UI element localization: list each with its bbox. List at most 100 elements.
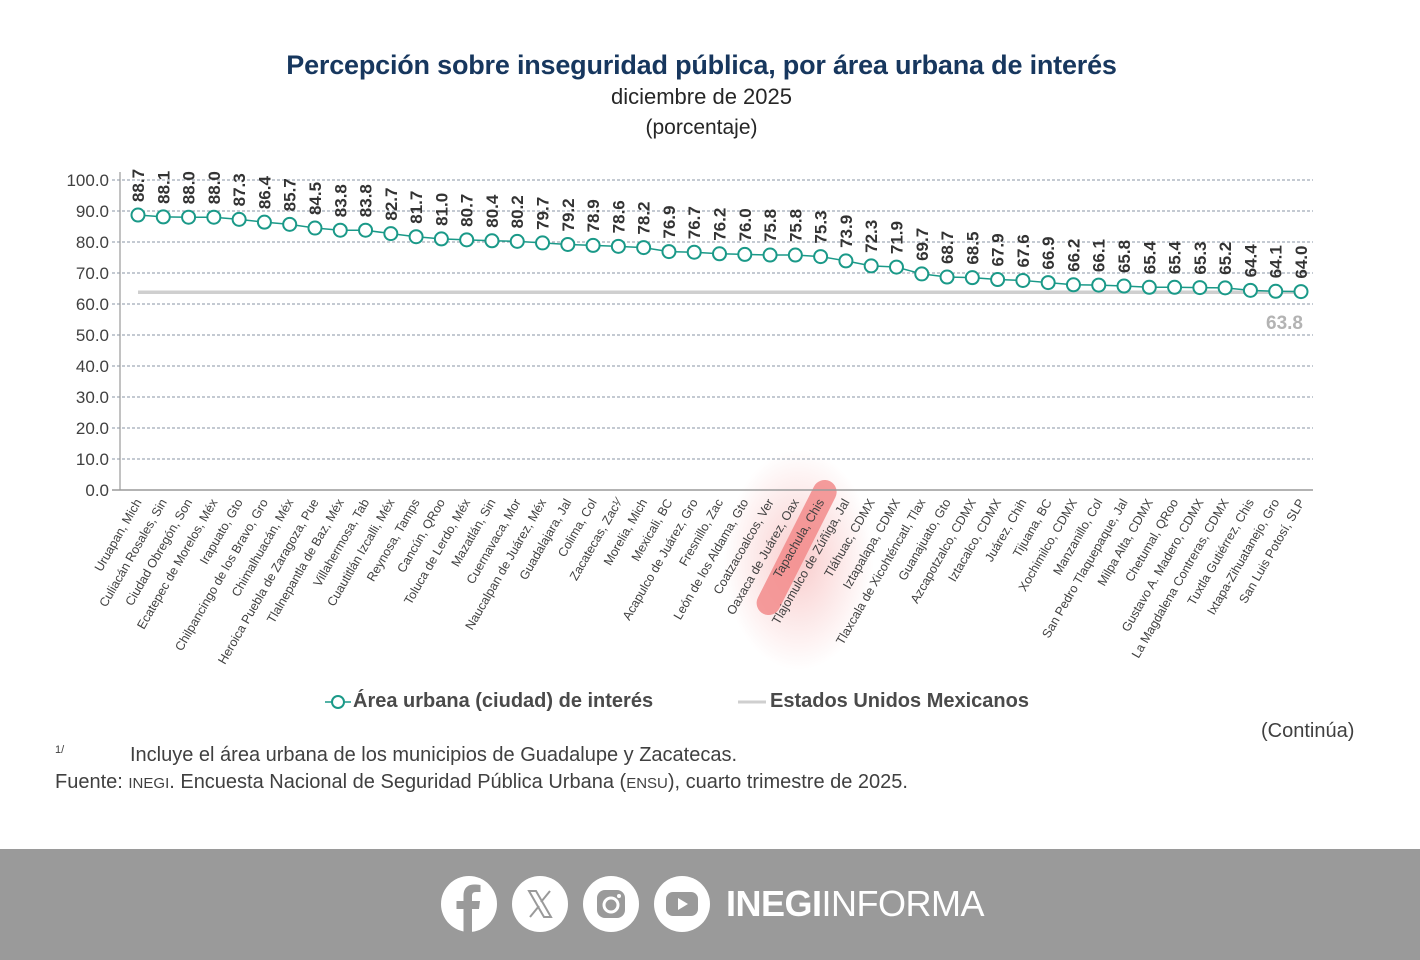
data-label: 76.2 xyxy=(711,208,730,241)
data-point xyxy=(964,270,980,286)
legend-line-icon xyxy=(738,700,766,703)
data-label: 66.2 xyxy=(1064,239,1083,272)
data-label: 75.8 xyxy=(761,209,780,242)
data-label: 88.1 xyxy=(154,171,173,204)
data-label: 64.4 xyxy=(1241,244,1260,278)
data-label: 69.7 xyxy=(913,228,932,261)
national-average-label: 63.8 xyxy=(1266,313,1303,334)
data-point xyxy=(1015,272,1031,288)
youtube-icon xyxy=(666,892,698,916)
data-label: 73.9 xyxy=(837,215,856,248)
youtube-link[interactable] xyxy=(654,876,710,932)
data-label: 78.9 xyxy=(584,199,603,232)
legend-item-national: Estados Unidos Mexicanos xyxy=(738,690,1029,713)
data-point xyxy=(787,247,803,263)
data-label: 85.7 xyxy=(281,178,300,211)
y-tick-label: 40.0 xyxy=(76,357,109,376)
data-label: 66.9 xyxy=(1039,237,1058,270)
data-label: 72.3 xyxy=(862,220,881,253)
chart-title: Percepción sobre inseguridad pública, po… xyxy=(286,50,1117,80)
facebook-icon xyxy=(456,884,481,932)
data-point xyxy=(1040,275,1056,291)
data-label: 83.8 xyxy=(331,184,350,217)
data-point xyxy=(459,232,475,248)
data-point xyxy=(1217,280,1233,296)
footnote-mark: 1/ xyxy=(55,744,65,756)
data-label: 71.9 xyxy=(887,221,906,254)
data-label: 67.6 xyxy=(1014,234,1033,267)
data-point xyxy=(914,266,930,282)
data-point xyxy=(939,269,955,285)
data-label: 88.0 xyxy=(180,171,199,204)
data-label: 65.3 xyxy=(1191,241,1210,274)
data-point xyxy=(762,247,778,263)
facebook-link[interactable] xyxy=(441,876,497,932)
legend-item-city: Área urbana (ciudad) de interés xyxy=(325,690,653,713)
data-label: 65.4 xyxy=(1140,241,1159,275)
data-label: 64.0 xyxy=(1292,246,1311,279)
data-point xyxy=(256,214,272,230)
chart-unit: (porcentaje) xyxy=(645,116,758,139)
chart-legend: Área urbana (ciudad) de interés Estados … xyxy=(0,690,1420,720)
brand-bold: INEGI xyxy=(726,883,822,924)
data-label: 81.7 xyxy=(407,191,426,224)
y-tick-label: 50.0 xyxy=(76,326,109,345)
data-label: 76.7 xyxy=(685,206,704,239)
x-link[interactable] xyxy=(512,876,568,932)
continues-note: (Continúa) xyxy=(1261,720,1355,742)
data-label: 80.2 xyxy=(508,195,527,228)
legend-label-national: Estados Unidos Mexicanos xyxy=(770,690,1029,712)
source-end: ), cuarto trimestre de 2025. xyxy=(667,771,908,793)
line-chart: 0.0 10.0 20.0 30.0 40.0 50.0 60.0 70.0 80.0 90.0 1… xyxy=(66,169,1313,670)
y-tick-label: 100.0 xyxy=(66,171,109,190)
data-point xyxy=(1192,280,1208,296)
data-label: 83.8 xyxy=(357,184,376,217)
data-label: 82.7 xyxy=(382,188,401,221)
data-label: 76.0 xyxy=(736,208,755,241)
source-prefix: Fuente: xyxy=(55,771,129,793)
brand-light: INFORMA xyxy=(821,883,985,924)
data-label: 76.9 xyxy=(660,206,679,239)
source-mid: . Encuesta Nacional de Seguridad Pública… xyxy=(169,771,627,793)
y-tick-label: 0.0 xyxy=(85,481,109,500)
data-point xyxy=(282,216,298,232)
data-point xyxy=(231,211,247,227)
source-org: INEGI xyxy=(128,775,170,792)
data-label: 79.7 xyxy=(534,197,553,230)
instagram-link[interactable] xyxy=(583,876,639,932)
data-label: 79.2 xyxy=(559,198,578,231)
chart-subtitle: diciembre de 2025 xyxy=(610,84,792,109)
data-point xyxy=(888,259,904,275)
data-label: 75.8 xyxy=(786,209,805,242)
data-point xyxy=(990,272,1006,288)
data-label: 75.3 xyxy=(812,210,831,243)
data-label: 66.1 xyxy=(1090,239,1109,272)
data-point xyxy=(206,209,222,225)
data-point xyxy=(332,222,348,238)
data-point xyxy=(408,229,424,245)
data-point xyxy=(712,246,727,262)
y-tick-label: 10.0 xyxy=(76,450,109,469)
data-point xyxy=(636,240,652,256)
footnote: Incluye el área urbana de los municipios… xyxy=(130,744,738,766)
footer-bar: INEGIINFORMA xyxy=(0,849,1420,960)
data-label: 64.1 xyxy=(1267,245,1286,278)
data-label: 78.6 xyxy=(609,200,628,233)
instagram-icon xyxy=(597,890,625,918)
data-point xyxy=(509,233,525,249)
source-note: Fuente: INEGI. Encuesta Nacional de Segu… xyxy=(55,771,908,794)
data-point xyxy=(358,222,374,238)
y-tick-label: 90.0 xyxy=(76,202,109,221)
data-point xyxy=(560,236,576,252)
data-point xyxy=(610,238,626,254)
data-point xyxy=(433,231,449,247)
data-point xyxy=(181,209,197,225)
data-label: 86.4 xyxy=(255,176,274,210)
x-icon xyxy=(527,890,553,918)
highlight-stroke xyxy=(756,480,837,615)
data-label: 65.8 xyxy=(1115,240,1134,273)
data-label: 65.4 xyxy=(1166,241,1185,275)
data-label: 68.5 xyxy=(963,232,982,265)
data-label: 87.3 xyxy=(230,173,249,206)
data-point xyxy=(1293,284,1309,300)
